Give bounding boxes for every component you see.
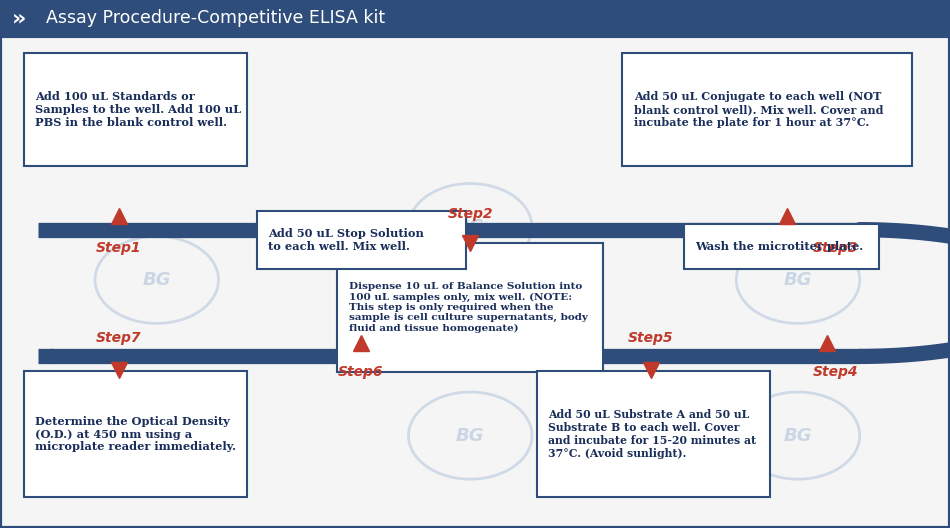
FancyBboxPatch shape	[256, 211, 466, 269]
Text: Step5: Step5	[628, 331, 674, 345]
Text: BG: BG	[142, 271, 171, 289]
Text: BG: BG	[456, 427, 484, 445]
Text: Determine the Optical Density
(O.D.) at 450 nm using a
microplate reader immedia: Determine the Optical Density (O.D.) at …	[35, 416, 237, 452]
Text: Step3: Step3	[813, 241, 859, 255]
FancyBboxPatch shape	[537, 371, 770, 497]
FancyBboxPatch shape	[622, 53, 912, 166]
Text: BG: BG	[142, 427, 171, 445]
Text: Dispense 10 uL of Balance Solution into
100 uL samples only, mix well. (NOTE:
Th: Dispense 10 uL of Balance Solution into …	[349, 282, 587, 333]
Text: Step1: Step1	[96, 241, 142, 255]
Text: Step2: Step2	[447, 207, 493, 221]
FancyBboxPatch shape	[24, 371, 247, 497]
Text: BG: BG	[456, 218, 484, 236]
Text: Assay Procedure-Competitive ELISA kit: Assay Procedure-Competitive ELISA kit	[46, 9, 385, 27]
Polygon shape	[902, 0, 950, 36]
Text: Step7: Step7	[96, 331, 142, 345]
Text: Step4: Step4	[813, 365, 859, 379]
Text: Step6: Step6	[338, 365, 384, 379]
Text: Add 100 uL Standards or
Samples to the well. Add 100 uL
PBS in the blank control: Add 100 uL Standards or Samples to the w…	[35, 91, 241, 128]
Text: Add 50 uL Conjugate to each well (NOT
blank control well). Mix well. Cover and
i: Add 50 uL Conjugate to each well (NOT bl…	[634, 91, 884, 128]
Text: »: »	[11, 8, 26, 28]
Text: Add 50 uL Stop Solution
to each well. Mix well.: Add 50 uL Stop Solution to each well. Mi…	[268, 228, 424, 252]
Text: Add 50 uL Substrate A and 50 uL
Substrate B to each well. Cover
and incubate for: Add 50 uL Substrate A and 50 uL Substrat…	[548, 409, 756, 459]
FancyBboxPatch shape	[337, 243, 603, 372]
FancyBboxPatch shape	[24, 53, 247, 166]
Bar	[0, 0, 950, 36]
FancyBboxPatch shape	[684, 224, 879, 269]
Text: Wash the microtiter plate.: Wash the microtiter plate.	[695, 241, 864, 252]
Text: BG: BG	[784, 427, 812, 445]
Text: BG: BG	[784, 271, 812, 289]
